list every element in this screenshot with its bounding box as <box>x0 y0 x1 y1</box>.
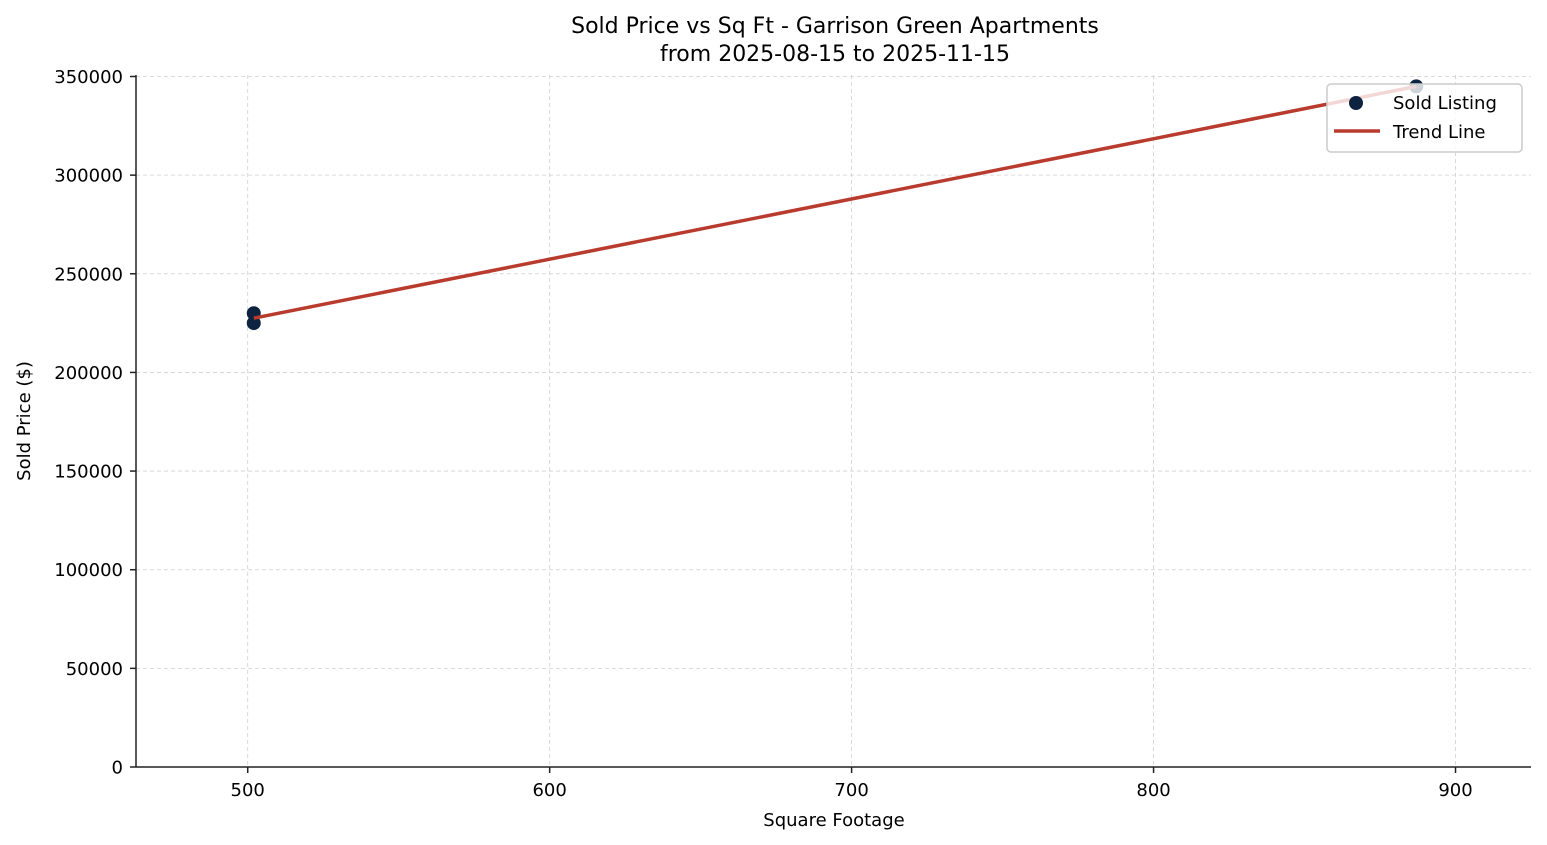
legend: Sold Listing Trend Line <box>1326 83 1523 153</box>
y-tick-label: 350000 <box>54 67 123 88</box>
grid-lines <box>136 75 1531 767</box>
y-tick-label: 50000 <box>66 659 123 680</box>
y-axis-ticks: 0 50000 100000 150000 200000 250000 300000 3500… <box>54 67 136 779</box>
x-tick-label: 900 <box>1438 780 1472 801</box>
legend-marker-sold-listing-icon <box>1349 96 1363 110</box>
axes <box>135 75 1531 768</box>
chart-subtitle: from 2025-08-15 to 2025-11-15 <box>660 42 1010 67</box>
legend-frame <box>1326 83 1523 153</box>
legend-label-trend-line: Trend Line <box>1392 122 1486 143</box>
x-tick-label: 700 <box>834 780 868 801</box>
x-tick-label: 600 <box>532 780 566 801</box>
legend-label-sold-listing: Sold Listing <box>1393 93 1497 114</box>
x-axis-ticks: 500 600 700 800 900 <box>231 767 1473 801</box>
y-tick-label: 100000 <box>54 560 123 581</box>
y-tick-label: 150000 <box>54 462 123 483</box>
y-tick-label: 0 <box>112 758 123 779</box>
x-axis-label: Square Footage <box>763 810 904 831</box>
chart-title: Sold Price vs Sq Ft - Garrison Green Apa… <box>571 14 1099 39</box>
plot-series <box>246 79 1424 331</box>
y-tick-label: 200000 <box>54 363 123 384</box>
y-tick-label: 250000 <box>54 264 123 285</box>
y-tick-label: 300000 <box>54 166 123 187</box>
trend-line <box>253 84 1417 320</box>
data-point <box>246 316 261 331</box>
y-axis-label: Sold Price ($) <box>14 361 35 481</box>
x-tick-label: 500 <box>231 780 265 801</box>
x-tick-label: 800 <box>1136 780 1170 801</box>
